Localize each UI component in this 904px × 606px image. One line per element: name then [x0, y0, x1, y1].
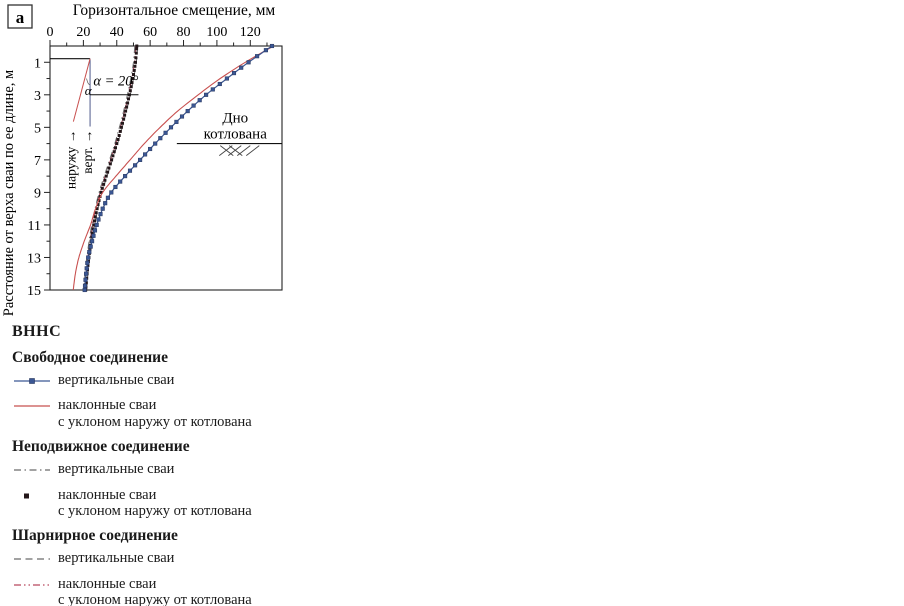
legend-section-header: Шарнирное соединение [12, 527, 178, 545]
x-axis-title: Горизонтальное смещение, мм [73, 2, 276, 19]
legend-item-label: наклонные сваи с уклоном наружу от котлов… [58, 397, 252, 430]
legend-item-line: наклонные сваи [58, 486, 157, 503]
excavation-label-line1: Дно [222, 111, 248, 127]
legend-item-line: вертикальные сваи [58, 550, 175, 567]
legend-symbol-black-square-icon [12, 487, 58, 507]
angle-arc [86, 78, 91, 85]
series-line [84, 45, 273, 291]
alpha-small-label: α [85, 83, 93, 98]
y-tick-label: 13 [27, 251, 41, 266]
excavation-hatch-icon [218, 145, 260, 156]
panels-row: а Горизонтальное смещение, мм Расстояние о… [0, 0, 302, 606]
x-tick-label: 80 [177, 25, 191, 40]
legend-section-header: Неподвижное соединение [12, 438, 190, 456]
legend-item: вертикальные сваи [12, 461, 299, 481]
y-tick-label: 1 [34, 56, 41, 71]
legend-item-label: наклонные сваи с уклоном наружу от котлов… [58, 576, 252, 606]
legend-item-label: вертикальные сваи [58, 550, 174, 566]
x-tick-label: 0 [47, 25, 54, 40]
pile-direction-label: верт. → [80, 130, 95, 174]
x-tick-label: 100 [206, 25, 227, 40]
legend-item-line: наклонные сваи [58, 575, 157, 592]
legend-item-label: вертикальные сваи [58, 372, 174, 388]
group-code: ВННС [12, 323, 62, 340]
plot-frame [49, 45, 283, 291]
panel-letter-box [7, 4, 33, 29]
legend-item-line: вертикальные сваи [58, 461, 175, 478]
y-tick-label: 9 [34, 186, 41, 201]
legend-item-label: наклонные сваи с уклоном наружу от котлов… [58, 487, 252, 520]
legend-item-line: наклонные сваи [58, 397, 157, 414]
legend-item-label: вертикальные сваи [58, 461, 174, 477]
y-tick-label: 15 [27, 284, 41, 299]
chart-ВННС: а Горизонтальное смещение, мм Расстояние о… [1, 2, 283, 316]
x-tick-label: 60 [143, 25, 157, 40]
legend-item-line: с уклоном наружу от котлована [58, 592, 252, 606]
pile-scheme: α = 20°α наружу → верт. → [50, 58, 139, 189]
alpha-annotation: α = 20° [93, 73, 138, 89]
legend-symbol-gray-dashdot-icon [12, 461, 58, 481]
legend-item: наклонные сваи с уклоном наружу от котлов… [12, 576, 299, 606]
y-tick-label: 3 [34, 89, 41, 104]
panel-ВННС: а Горизонтальное смещение, мм Расстояние о… [0, 0, 301, 606]
legend-ВННС: ВННС Свободное соединение вертикальные сва… [0, 320, 301, 606]
legend-symbol-blue-solid-square-icon [12, 372, 58, 392]
legend-item-line: с уклоном наружу от котлована [58, 502, 252, 519]
excavation-label-line2: котлована [204, 127, 268, 143]
legend-symbol-crimson-dashdotdot-icon [12, 576, 58, 596]
legend-symbol-red-solid-icon [12, 397, 58, 417]
legend-symbol-gray-dash-icon [12, 550, 58, 570]
legend-item-line: вертикальные сваи [58, 372, 175, 388]
series-line [72, 45, 274, 291]
pile-direction-label: наружу → [64, 130, 79, 189]
legend-item: вертикальные сваи [12, 372, 299, 392]
legend-item-line: с уклоном наружу от котлована [58, 413, 252, 430]
legend-item: вертикальные сваи [12, 550, 299, 570]
y-axis-title: Расстояние от верха сваи по ее длине, м [1, 70, 17, 316]
legend-section-header: Свободное соединение [12, 349, 168, 366]
x-tick-label: 20 [76, 25, 90, 40]
y-tick-label: 5 [34, 121, 41, 136]
legend-item: наклонные сваи с уклоном наружу от котлов… [12, 487, 299, 520]
x-tick-label: 120 [240, 25, 261, 40]
legend-item: наклонные сваи с уклоном наружу от котлов… [12, 397, 299, 430]
pile-line [72, 58, 91, 122]
series-line [83, 45, 136, 291]
series-markers [82, 43, 275, 293]
y-tick-label: 11 [28, 219, 41, 234]
x-tick-label: 40 [110, 25, 124, 40]
y-tick-label: 7 [34, 154, 41, 169]
panel-letter: а [16, 8, 25, 27]
